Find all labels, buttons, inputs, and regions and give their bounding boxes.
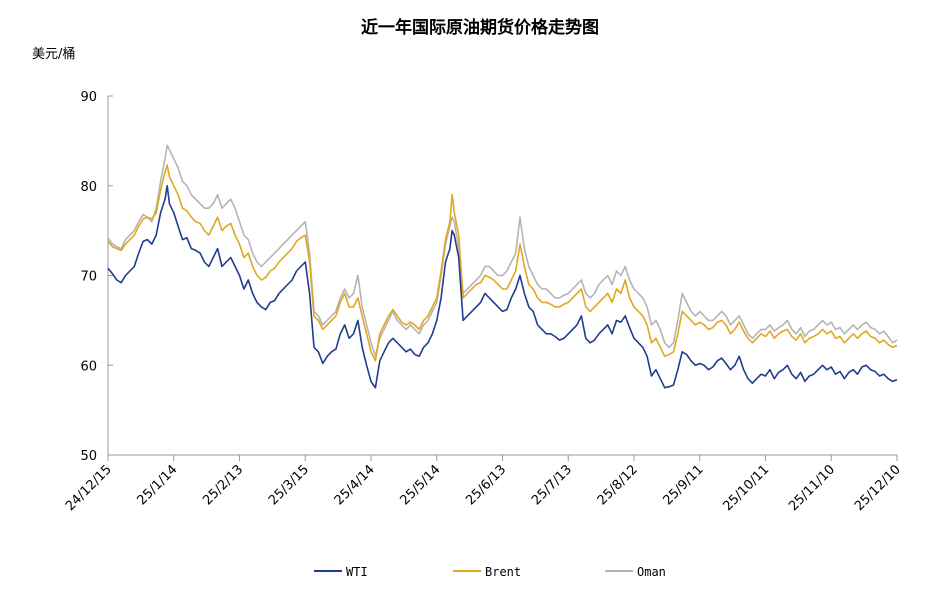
- x-axis: 24/12/15 25/1/14 25/2/13 25/3/15 25/4/14 25/5…: [63, 455, 904, 514]
- x-tick-label: 24/12/15: [63, 462, 115, 514]
- x-tick-label: 25/3/15: [266, 462, 312, 508]
- series-line-brent: [107, 164, 898, 362]
- series-line-wti: [107, 185, 898, 389]
- series-group: [107, 144, 898, 389]
- legend-label-brent: Brent: [485, 565, 521, 579]
- chart-title: 近一年国际原油期货价格走势图: [361, 17, 599, 38]
- x-tick-label: 25/11/10: [786, 462, 838, 514]
- x-tick-label: 25/10/11: [720, 462, 772, 514]
- x-tick-label: 25/9/11: [661, 462, 707, 508]
- x-tick-label: 25/2/13: [200, 462, 246, 508]
- series-line-oman: [107, 144, 898, 358]
- x-tick-label: 25/12/10: [852, 462, 904, 514]
- x-tick-label: 25/7/13: [529, 462, 575, 508]
- y-axis-label: 美元/桶: [32, 47, 75, 62]
- y-tick-label: 50: [80, 449, 97, 464]
- x-tick-label: 25/5/14: [398, 462, 444, 508]
- y-tick-label: 80: [80, 180, 97, 195]
- x-tick-label: 25/1/14: [135, 462, 181, 508]
- y-axis: 50 60 70 80 90: [80, 90, 113, 464]
- y-tick-label: 90: [80, 90, 97, 105]
- x-tick-label: 25/8/12: [595, 462, 641, 508]
- y-tick-label: 70: [80, 270, 97, 285]
- legend: WTI Brent Oman: [314, 565, 666, 579]
- x-tick-label: 25/4/14: [332, 462, 378, 508]
- legend-label-wti: WTI: [346, 565, 368, 579]
- legend-label-oman: Oman: [637, 565, 666, 579]
- x-tick-label: 25/6/13: [463, 462, 509, 508]
- y-tick-label: 60: [80, 359, 97, 374]
